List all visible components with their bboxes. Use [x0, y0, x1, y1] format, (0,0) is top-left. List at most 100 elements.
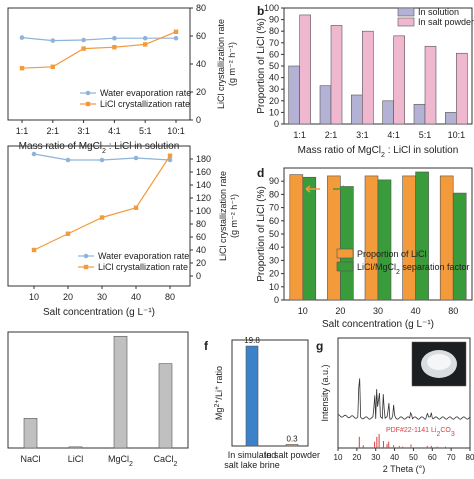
y-axis-label: Mg2+/Li+ ratio	[214, 366, 225, 420]
inset-photo	[411, 341, 467, 387]
bar	[415, 171, 429, 301]
legend-label: In salt powder	[418, 17, 474, 27]
y-tick-label: 40	[269, 73, 279, 83]
panel-a: 0 20 40 60 80 1:1 2:1 3:1 4:1 5:1 10:1 Mass ratio o…	[7, 3, 237, 155]
x-axis-label: Mass ratio of MgCl2 : LiCl in solution	[298, 145, 459, 159]
bar	[330, 25, 343, 125]
data-point	[167, 157, 173, 163]
x-tick-label: 80	[165, 292, 175, 302]
y-tick-label: 30	[269, 84, 279, 94]
y-tick-label: 10	[269, 282, 279, 292]
legend-swatch	[397, 17, 415, 27]
bar	[452, 192, 467, 301]
bar	[299, 14, 311, 125]
plot-frame	[7, 145, 191, 287]
legend-label: LiCl crystallization rate	[100, 99, 190, 109]
xrd-pattern	[337, 378, 471, 420]
data-label: 0.3	[286, 434, 298, 443]
x-tick-label: 50	[409, 453, 418, 462]
legend-marker	[85, 90, 91, 96]
x-tick-label: 30	[373, 306, 383, 316]
series-line	[21, 31, 177, 69]
legend-swatch	[336, 261, 354, 272]
plot-frame	[337, 337, 471, 449]
x-tick-label: 1:1	[16, 126, 29, 136]
x-tick-label: 5:1	[139, 126, 152, 136]
y-tick-label: 50	[269, 229, 279, 239]
x-axis-label: Salt concentration (g L⁻¹)	[322, 319, 434, 330]
legend-label: Water evaporation rate	[100, 88, 191, 98]
arrow-icon	[333, 185, 348, 193]
data-point	[65, 157, 71, 163]
x-tick-label: 4:1	[387, 130, 400, 140]
x-tick-label: 80	[466, 453, 474, 462]
x-tick-label: CaCl2	[154, 454, 178, 468]
bar	[377, 179, 392, 301]
plot-frame	[231, 339, 309, 447]
y-axis-label: Intensity (a.u.)	[320, 364, 330, 421]
x-tick-label: NaCl	[20, 454, 40, 464]
x-tick-label: In simulated	[228, 450, 277, 460]
reference-label: PDF#22-1141 Li2CO3	[386, 427, 455, 438]
y2-tick-label: 0	[196, 115, 201, 125]
y2-axis-unit: (g m⁻² h⁻¹)	[227, 42, 237, 86]
bar	[288, 65, 300, 125]
x-tick-label: 10	[29, 292, 39, 302]
data-point	[112, 35, 117, 41]
x-tick-label: 10	[334, 453, 343, 462]
y2-tick-label: 120	[196, 193, 211, 203]
y2-tick-label: 180	[196, 154, 211, 164]
bar	[23, 418, 38, 449]
x-axis-label: 2 Theta (°)	[383, 464, 425, 474]
y-tick-label: 80	[269, 189, 279, 199]
y-tick-label: 20	[269, 269, 279, 279]
y-tick-label: 60	[269, 216, 279, 226]
panel-g: 10 20 30 40 50 60 70 80 2 Theta (°) Intensity (a.…	[316, 337, 474, 474]
y-tick-label: 70	[269, 203, 279, 213]
data-point	[31, 247, 37, 253]
x-axis-label: Salt concentration (g L⁻¹)	[43, 307, 155, 318]
bar	[402, 175, 416, 301]
series-line	[33, 155, 171, 251]
y2-axis-label: LiCl crystallization rate	[218, 171, 228, 261]
y-tick-label: 30	[269, 255, 279, 265]
data-point	[112, 45, 117, 50]
bar	[340, 186, 354, 301]
y2-tick-label: 60	[196, 31, 206, 41]
x-tick-label: 20	[352, 453, 361, 462]
y-tick-label: 60	[269, 49, 279, 59]
data-point	[31, 151, 37, 157]
x-tick-label: 30	[371, 453, 380, 462]
y-tick-label: 80	[269, 26, 279, 36]
x-tick-label: 2:1	[325, 130, 338, 140]
panel-label: d	[257, 166, 264, 180]
y-axis-label: Proportion of LiCl (%)	[256, 18, 267, 114]
x-tick-label: 40	[390, 453, 399, 462]
data-point	[99, 157, 105, 163]
y2-tick-label: 0	[196, 271, 201, 281]
y2-tick-label: 20	[196, 87, 206, 97]
legend-label: In solution	[418, 7, 459, 17]
data-point	[81, 37, 86, 43]
x-tick-label: 1:1	[293, 130, 306, 140]
x-tick-label: In salt powder	[264, 450, 320, 460]
x-tick-label: 70	[447, 453, 456, 462]
data-point	[133, 205, 139, 210]
legend-label: Water evaporation rate	[98, 251, 189, 261]
x-tick-label: 30	[97, 292, 107, 302]
bar	[393, 35, 405, 125]
y2-tick-label: 60	[196, 232, 206, 242]
panel-e: NaCl LiCl MgCl2 CaCl2	[7, 331, 189, 468]
bar	[445, 112, 457, 125]
x-tick-label: 80	[448, 306, 458, 316]
data-point	[167, 153, 173, 158]
bar	[327, 175, 341, 301]
y-tick-label: 40	[269, 242, 279, 252]
x-tick-label: MgCl2	[108, 454, 133, 468]
y-tick-label: 10	[269, 107, 279, 117]
bar	[245, 345, 259, 447]
y2-tick-label: 140	[196, 180, 211, 190]
